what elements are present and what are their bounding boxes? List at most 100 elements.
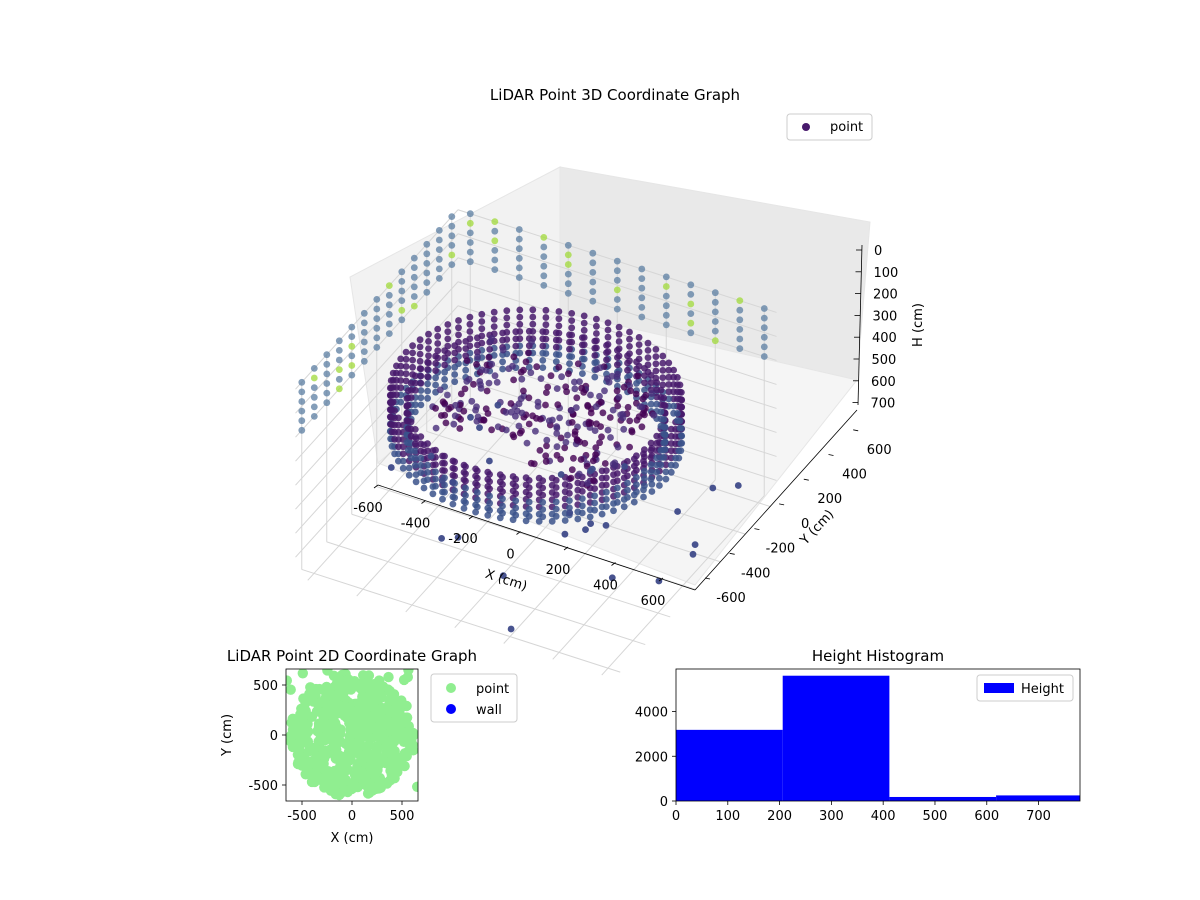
point-3d bbox=[573, 394, 581, 402]
point-3d bbox=[576, 378, 583, 385]
point-3d bbox=[391, 407, 398, 414]
point-3d bbox=[466, 258, 474, 266]
point-3d bbox=[691, 541, 699, 548]
point-3d bbox=[613, 491, 621, 499]
point-3d bbox=[539, 484, 547, 492]
point-3d bbox=[298, 426, 306, 434]
point-2d bbox=[334, 683, 345, 694]
point-3d bbox=[499, 329, 506, 337]
point-3d bbox=[635, 348, 643, 356]
point-2d bbox=[371, 743, 383, 754]
point-3d bbox=[554, 401, 562, 409]
point-3d bbox=[491, 372, 499, 380]
point-3d bbox=[416, 357, 424, 365]
point-3d bbox=[539, 506, 547, 513]
point-3d bbox=[571, 378, 578, 386]
point-3d bbox=[417, 379, 425, 387]
point-3d bbox=[451, 487, 458, 494]
legend-2d-wall-marker bbox=[446, 704, 456, 714]
point-3d bbox=[555, 315, 563, 323]
point-3d bbox=[610, 507, 617, 515]
point-3d bbox=[515, 245, 523, 253]
point-3d bbox=[689, 550, 697, 558]
point-3d bbox=[614, 443, 622, 451]
point-3d bbox=[423, 279, 431, 286]
point-3d bbox=[626, 335, 633, 343]
point-3d bbox=[462, 492, 469, 499]
point-3d bbox=[451, 349, 459, 357]
point-3d bbox=[411, 454, 419, 462]
point-cloud-2d bbox=[286, 669, 418, 801]
point-3d bbox=[578, 502, 586, 510]
point-3d bbox=[417, 433, 425, 440]
point-3d bbox=[462, 477, 469, 485]
point-3d bbox=[417, 387, 425, 394]
point-3d bbox=[736, 306, 744, 314]
point-3d bbox=[736, 297, 744, 304]
point-3d bbox=[633, 380, 640, 387]
point-3d bbox=[552, 505, 560, 513]
point-3d bbox=[409, 356, 416, 364]
grid-line bbox=[295, 329, 459, 510]
point-3d bbox=[565, 370, 572, 378]
point-3d bbox=[552, 491, 560, 499]
point-3d bbox=[310, 374, 318, 382]
x-tick-label: -500 bbox=[287, 809, 317, 824]
point-3d bbox=[736, 326, 744, 333]
point-3d bbox=[564, 431, 571, 439]
point-3d bbox=[641, 446, 648, 454]
point-3d bbox=[661, 446, 669, 453]
point-3d bbox=[518, 409, 526, 417]
point-3d bbox=[578, 509, 586, 517]
point-3d bbox=[553, 424, 561, 432]
point-2d bbox=[286, 684, 296, 695]
point-3d bbox=[424, 469, 431, 476]
point-3d bbox=[423, 269, 431, 277]
point-3d bbox=[661, 438, 669, 446]
point-3d bbox=[515, 274, 523, 281]
point-2d bbox=[309, 742, 320, 753]
point-3d bbox=[473, 489, 481, 496]
point-3d bbox=[670, 381, 677, 388]
point-3d bbox=[633, 481, 640, 488]
x-ticks-hist: 0 100 200 300 400 500 600 700 bbox=[672, 801, 1051, 824]
point-3d bbox=[672, 461, 679, 469]
point-3d bbox=[405, 464, 413, 472]
grid-line bbox=[457, 233, 777, 337]
point-3d bbox=[687, 310, 695, 317]
point-3d bbox=[410, 264, 418, 271]
point-3d bbox=[441, 368, 448, 376]
point-3d bbox=[462, 345, 470, 352]
point-3d bbox=[424, 440, 431, 447]
x-tick-label: 600 bbox=[974, 809, 999, 824]
point-3d bbox=[457, 415, 464, 423]
point-3d bbox=[542, 452, 550, 460]
point-3d bbox=[416, 350, 424, 358]
point-3d bbox=[555, 308, 563, 315]
point-2d bbox=[300, 769, 311, 780]
point-3d bbox=[507, 625, 515, 633]
point-3d bbox=[499, 509, 506, 517]
point-3d bbox=[449, 500, 457, 508]
point-3d bbox=[435, 255, 443, 263]
point-3d bbox=[711, 298, 719, 306]
point-3d bbox=[424, 476, 431, 483]
point-3d bbox=[432, 475, 439, 483]
point-3d bbox=[633, 365, 640, 373]
point-3d bbox=[641, 372, 648, 379]
point-3d bbox=[486, 346, 494, 353]
point-3d bbox=[571, 428, 579, 435]
point-3d bbox=[456, 425, 464, 432]
point-3d bbox=[525, 513, 533, 520]
point-3d bbox=[323, 370, 331, 378]
point-3d bbox=[632, 390, 640, 398]
point-3d bbox=[474, 334, 481, 342]
point-3d bbox=[635, 413, 643, 420]
point-3d bbox=[641, 365, 648, 372]
point-3d bbox=[373, 296, 381, 303]
point-3d bbox=[518, 427, 525, 435]
z-ticks-3d: 0 100 200 300 400 500 600 700 bbox=[852, 244, 898, 412]
point-2d bbox=[346, 740, 357, 751]
point-3d bbox=[662, 461, 670, 469]
point-3d bbox=[423, 260, 431, 267]
